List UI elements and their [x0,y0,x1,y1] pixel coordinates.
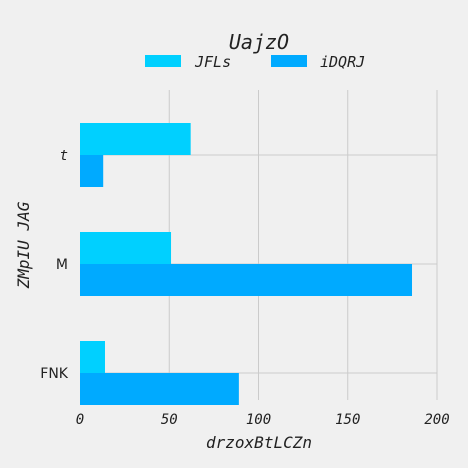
y-tick-label: t [60,148,68,164]
x-tick-label: 0 [76,412,84,428]
x-tick-label: 150 [335,412,360,428]
bar-JFLs-t [80,123,191,155]
y-tick-label: M [56,257,68,273]
y-tick-label: FNK [40,366,69,382]
y-axis-ticks: t M FNK [40,148,69,382]
x-tick-label: 50 [161,412,178,428]
x-axis-label: drzoxBtLCZn [206,433,312,452]
bar-JFLs-FNK [80,341,105,373]
bar-iDQRJ-FNK [80,373,239,405]
bar-iDQRJ-M [80,264,413,296]
y-axis-label: ZMpIU JAG [14,201,33,289]
chart-title: UajzO [229,30,289,54]
bar-JFLs-M [80,232,172,264]
legend-swatch-JFLs [145,55,181,67]
x-axis-ticks: 0 50 100 150 200 [76,412,450,428]
x-tick-label: 200 [424,412,449,428]
legend-label-JFLs: JFLs [194,53,231,71]
x-tick-label: 100 [246,412,271,428]
legend-label-iDQRJ: iDQRJ [320,53,365,71]
chart-legend: JFLs iDQRJ [145,53,365,71]
bar-iDQRJ-t [80,155,104,187]
bars [80,123,413,405]
legend-swatch-iDQRJ [271,55,307,67]
